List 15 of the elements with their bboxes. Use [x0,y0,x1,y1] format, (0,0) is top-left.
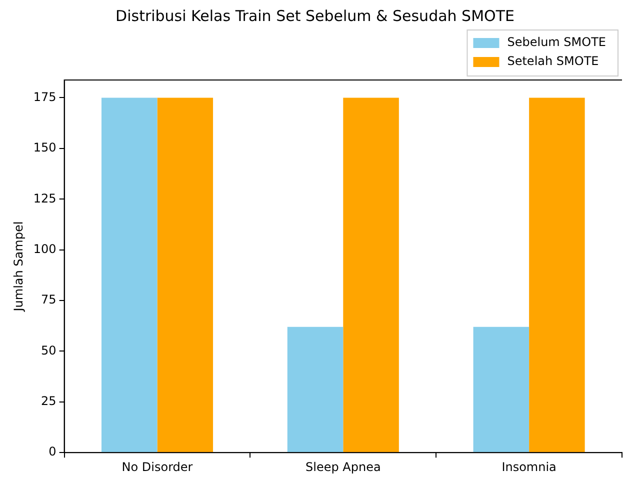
y-tick-label: 25 [41,394,56,408]
y-axis-title: Jumlah Sampel [11,221,26,312]
y-tick-label: 175 [33,90,56,104]
y-tick-label: 50 [41,343,56,358]
y-tick-label: 150 [33,140,56,155]
legend-label: Sebelum SMOTE [507,35,606,50]
y-tick-label: 0 [48,444,56,459]
y-tick-label: 75 [41,292,56,307]
legend-label: Setelah SMOTE [507,54,599,68]
x-tick-label: Insomnia [502,460,556,474]
chart-title: Distribusi Kelas Train Set Sebelum & Sesudah SMOTE [116,6,514,25]
x-tick-label: Sleep Apnea [305,460,381,474]
y-tick-label: 100 [33,242,56,256]
x-tick-label: No Disorder [122,460,193,474]
y-tick-label: 125 [33,191,56,206]
